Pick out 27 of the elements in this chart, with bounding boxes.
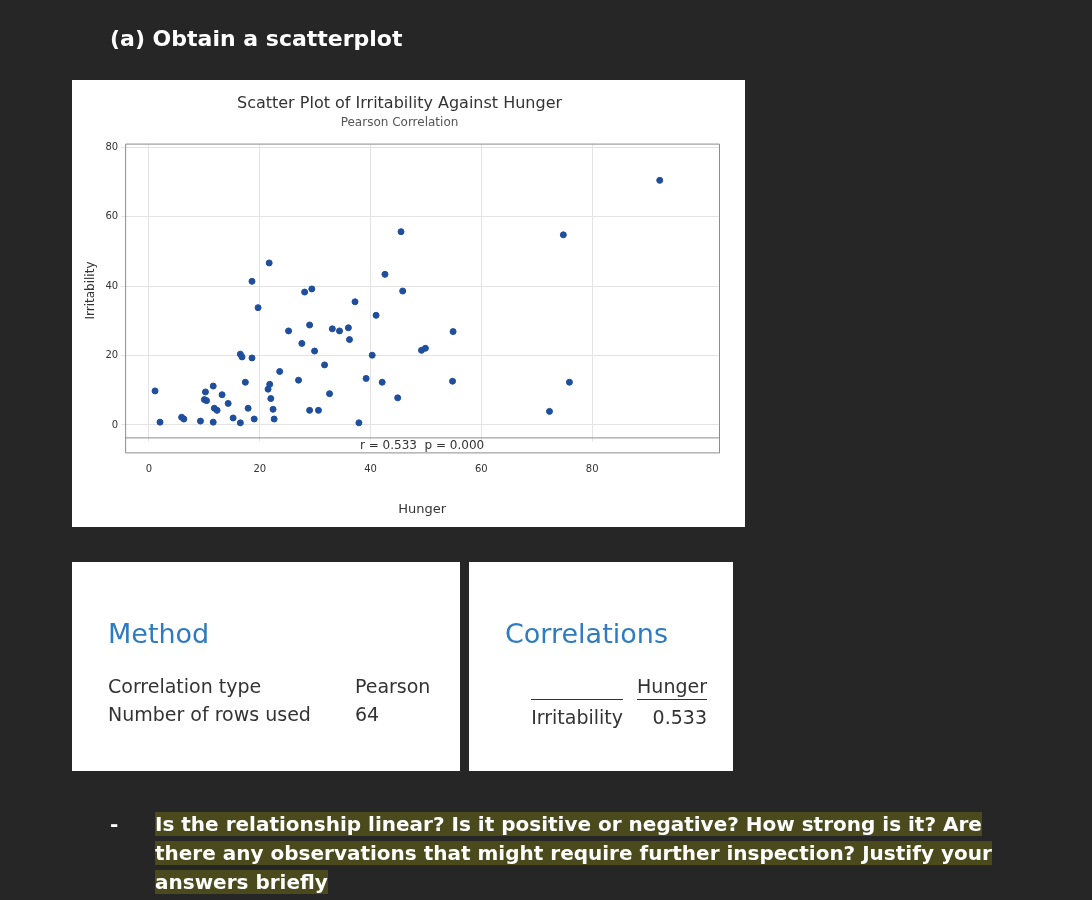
text: Pearson [354,675,431,697]
x-tick-label: 60 [474,462,488,474]
x-tick-label: 80 [585,462,599,474]
text: Number of rows used [108,703,311,725]
y-tick-label: 40 [105,279,119,291]
text: Irritability [531,706,624,728]
x-tick-label: 40 [364,462,377,474]
text: (a) Obtain a scatterplot [110,26,403,51]
chart-title: Scatter Plot of Irritability Against Hunger [236,92,563,112]
text: 64 [354,703,381,725]
text: Hunger [637,675,707,700]
x-tick-label: 0 [145,462,153,474]
text: - [110,811,120,838]
y-axis-title: Irritability [83,261,98,320]
text: Method [108,618,211,649]
text: Is the relationship linear? Is it positive or negative? How strong is it? Are there any observations that might require further inspection? Justify your answers briefly [155,812,992,894]
y-tick-label: 0 [111,418,119,430]
y-tick-label: 60 [105,210,119,222]
y-tick-label: 20 [105,349,119,361]
text: Correlations [505,618,669,649]
x-axis-title: Hunger [398,500,447,516]
text: r = 0.533 p = 0.000 [359,437,485,452]
text: Correlation type [108,675,263,697]
x-tick-label: 20 [253,462,267,474]
text: 0.533 [651,706,707,728]
y-tick-label: 80 [105,141,119,153]
chart-subtitle: Pearson Correlation [340,114,459,129]
